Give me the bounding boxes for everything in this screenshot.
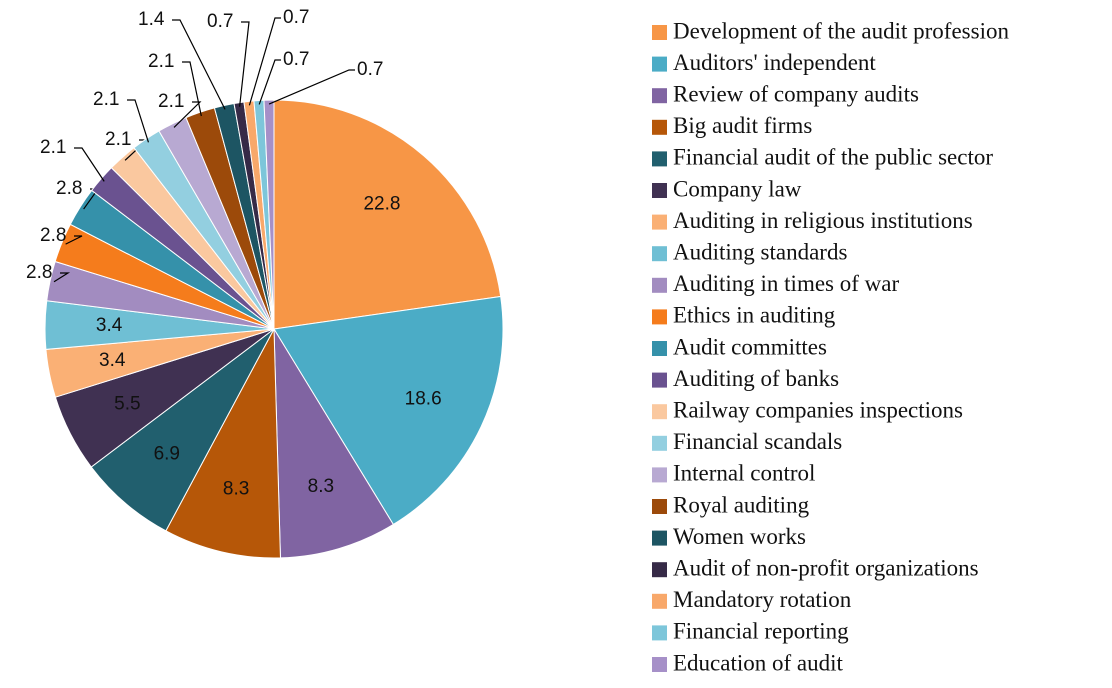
legend-swatch <box>652 657 667 672</box>
legend-swatch <box>652 341 667 356</box>
data-label: 2.1 <box>158 91 184 112</box>
data-label: 0.7 <box>283 7 309 28</box>
data-label: 0.7 <box>207 11 233 32</box>
data-label: 0.7 <box>357 59 383 80</box>
legend-swatch <box>652 56 667 72</box>
legend-swatch <box>652 499 667 514</box>
legend-swatch <box>652 593 667 609</box>
data-label: 6.9 <box>154 443 180 464</box>
legend-swatch <box>652 214 667 230</box>
legend-label: Auditing standards <box>673 239 847 264</box>
data-label: 18.6 <box>405 388 442 409</box>
leader-line <box>239 21 250 107</box>
legend-swatch <box>652 183 667 198</box>
pie-slice <box>263 99 275 330</box>
leader-line <box>258 59 281 105</box>
legend-label: Financial reporting <box>673 619 849 644</box>
data-label: 2.1 <box>93 89 119 110</box>
legend-swatch <box>652 88 667 104</box>
leader-line <box>173 101 202 128</box>
legend-label: Company law <box>673 176 802 201</box>
leader-line <box>182 61 202 117</box>
legend-label: Audit of non-profit organizations <box>673 555 979 580</box>
data-label: 8.3 <box>308 476 334 497</box>
legend-swatch <box>652 119 667 135</box>
legend-label: Auditing of banks <box>673 366 839 391</box>
legend-label: Financial audit of the public sector <box>673 145 993 170</box>
leader-line <box>172 19 226 110</box>
legend-label: Review of company audits <box>673 81 919 106</box>
data-label: 8.3 <box>223 478 249 499</box>
leader-line <box>127 99 150 143</box>
legend-label: Internal control <box>673 461 815 486</box>
legend-label: Mandatory rotation <box>673 587 852 612</box>
legend-swatch <box>652 404 667 420</box>
legend-label: Auditing in times of war <box>673 271 899 296</box>
legend-swatch <box>652 151 667 167</box>
data-label: 3.4 <box>96 315 123 336</box>
legend-swatch <box>652 25 667 40</box>
legend-swatch <box>652 277 667 293</box>
legend-label: Railway companies inspections <box>673 397 963 422</box>
legend-label: Development of the audit profession <box>673 18 1009 43</box>
pie-slice <box>273 99 502 330</box>
legend-swatch <box>652 625 667 641</box>
legend-label: Education of audit <box>673 650 844 675</box>
legend-swatch <box>652 246 667 262</box>
data-label: 2.1 <box>148 51 174 72</box>
leader-line <box>53 272 71 283</box>
legend-label: Ethics in auditing <box>673 303 836 328</box>
data-label: 3.4 <box>99 350 126 371</box>
data-label: 2.8 <box>56 178 82 199</box>
leader-line <box>74 147 105 182</box>
data-label: 1.4 <box>138 9 165 30</box>
pie-slice <box>273 295 504 526</box>
legend-label: Women works <box>673 524 806 549</box>
leader-line <box>248 17 281 106</box>
pie-slice <box>273 327 395 559</box>
data-label: 0.7 <box>283 49 309 70</box>
legend-swatch <box>652 467 667 483</box>
data-label: 5.5 <box>114 393 140 414</box>
data-label: 2.8 <box>40 225 66 246</box>
legend-swatch <box>652 530 667 546</box>
legend-label: Audit committes <box>673 334 827 359</box>
leader-line <box>65 235 83 245</box>
data-label: 2.8 <box>26 262 52 283</box>
data-label: 2.1 <box>40 137 66 158</box>
pie-slice <box>165 327 281 559</box>
legend-label: Financial scandals <box>673 429 842 454</box>
legend-label: Auditing in religious institutions <box>673 208 973 233</box>
legend-swatch <box>652 435 667 451</box>
legend-label: Royal auditing <box>673 492 810 517</box>
data-label: 22.8 <box>363 193 400 214</box>
data-label: 2.1 <box>105 129 131 150</box>
legend-swatch <box>652 309 667 325</box>
legend-label: Auditors' independent <box>673 50 876 75</box>
legend-swatch <box>652 372 667 388</box>
leader-line <box>268 69 355 105</box>
legend-swatch <box>652 562 667 578</box>
legend-label: Big audit firms <box>673 113 812 138</box>
